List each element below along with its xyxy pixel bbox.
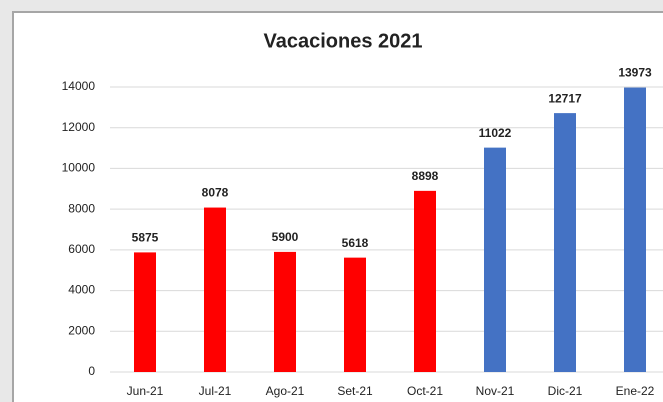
bar [204, 207, 226, 372]
data-label: 8898 [412, 169, 439, 183]
y-tick-label: 8000 [68, 201, 95, 215]
bar [274, 251, 296, 372]
bar [344, 257, 366, 372]
y-tick-label: 4000 [68, 283, 95, 297]
x-tick-label: Oct-21 [407, 384, 443, 398]
bar [134, 252, 156, 372]
bar [554, 113, 576, 372]
x-tick-label: Jun-21 [127, 384, 164, 398]
bar [624, 87, 646, 372]
data-label: 12717 [548, 91, 582, 105]
y-tick-label: 14000 [62, 79, 96, 93]
x-tick-label: Nov-21 [476, 384, 515, 398]
y-tick-label: 0 [88, 364, 95, 378]
x-tick-label: Jul-21 [199, 384, 232, 398]
data-label: 13973 [618, 66, 652, 80]
x-tick-label: Dic-21 [548, 384, 583, 398]
data-label: 5875 [132, 231, 159, 245]
bar [414, 190, 436, 372]
y-tick-label: 12000 [62, 120, 96, 134]
y-tick-label: 10000 [62, 161, 96, 175]
data-label: 8078 [202, 186, 229, 200]
bar [484, 147, 506, 372]
data-label: 5618 [342, 236, 369, 250]
x-tick-label: Set-21 [337, 384, 373, 398]
x-tick-label: Ago-21 [266, 384, 305, 398]
data-label: 11022 [479, 126, 512, 140]
y-tick-label: 6000 [68, 242, 95, 256]
data-label: 5900 [272, 230, 299, 244]
x-tick-label: Ene-22 [616, 384, 655, 398]
chart-title: Vacaciones 2021 [263, 30, 422, 52]
y-tick-label: 2000 [68, 323, 95, 337]
